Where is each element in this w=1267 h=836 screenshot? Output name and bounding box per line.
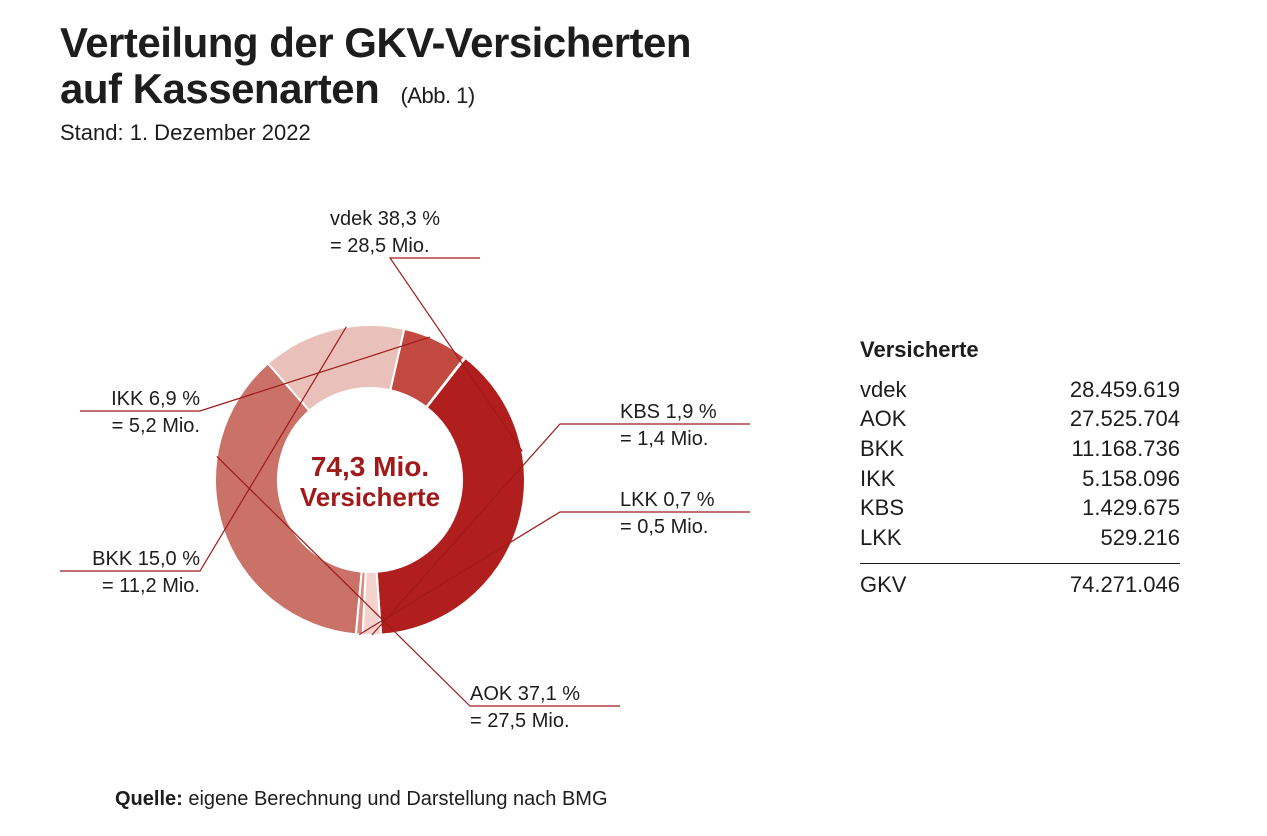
row-label: BKK (860, 434, 940, 464)
row-label: IKK (860, 464, 940, 494)
table-row: BKK11.168.736 (860, 434, 1180, 464)
chart-title: Verteilung der GKV-Versicherten auf Kass… (60, 20, 1207, 112)
center-text: 74,3 Mio.Versicherte (300, 451, 440, 512)
row-label: KBS (860, 493, 940, 523)
source-line: Quelle: eigene Berechnung und Darstellun… (115, 788, 608, 811)
row-value: 11.168.736 (940, 434, 1180, 464)
label-KBS-line2: = 1,4 Mio. (620, 428, 708, 450)
figure-number: (Abb. 1) (400, 83, 474, 108)
page: Verteilung der GKV-Versicherten auf Kass… (0, 0, 1267, 836)
row-label: LKK (860, 523, 940, 553)
table-row: vdek28.459.619 (860, 375, 1180, 405)
title-line1: Verteilung der GKV-Versicherten (60, 19, 691, 66)
source-prefix: Quelle: (115, 788, 183, 810)
table-total-row: GKV 74.271.046 (860, 570, 1180, 600)
label-BKK-line1: BKK 15,0 % (92, 548, 200, 570)
label-IKK-line1: IKK 6,9 % (111, 388, 200, 410)
table-row: AOK27.525.704 (860, 404, 1180, 434)
table-rule (860, 563, 1180, 564)
table-rows: vdek28.459.619AOK27.525.704BKK11.168.736… (860, 375, 1180, 553)
row-value: 5.158.096 (940, 464, 1180, 494)
row-value: 28.459.619 (940, 375, 1180, 405)
label-BKK-line2: = 11,2 Mio. (102, 575, 200, 597)
table-heading: Versicherte (860, 335, 1180, 365)
label-KBS-line1: KBS 1,9 % (620, 401, 717, 423)
label-LKK-line1: LKK 0,7 % (620, 489, 715, 511)
table-row: IKK5.158.096 (860, 464, 1180, 494)
label-AOK-line2: = 27,5 Mio. (470, 710, 570, 732)
label-AOK-line1: AOK 37,1 % (470, 683, 580, 705)
donut-chart: vdek 38,3 % = 28,5 Mio. KBS 1,9 % = 1,4 Mio… (40, 170, 820, 760)
row-value: 27.525.704 (940, 404, 1180, 434)
data-table: Versicherte vdek28.459.619AOK27.525.704B… (860, 335, 1180, 600)
table-row: LKK529.216 (860, 523, 1180, 553)
date-line: Stand: 1. Dezember 2022 (60, 120, 1207, 146)
table-row: KBS1.429.675 (860, 493, 1180, 523)
label-LKK-line2: = 0,5 Mio. (620, 516, 708, 538)
label-IKK-line2: = 5,2 Mio. (112, 415, 200, 437)
row-label: AOK (860, 404, 940, 434)
title-line2: auf Kassenarten (60, 65, 379, 112)
source-text: eigene Berechnung und Darstellung nach B… (183, 788, 608, 810)
row-label: vdek (860, 375, 940, 405)
row-value: 529.216 (940, 523, 1180, 553)
label-vdek-line2: = 28,5 Mio. (330, 235, 430, 257)
total-label: GKV (860, 570, 940, 600)
total-value: 74.271.046 (940, 570, 1180, 600)
label-vdek-line1: vdek 38,3 % (330, 208, 440, 230)
row-value: 1.429.675 (940, 493, 1180, 523)
